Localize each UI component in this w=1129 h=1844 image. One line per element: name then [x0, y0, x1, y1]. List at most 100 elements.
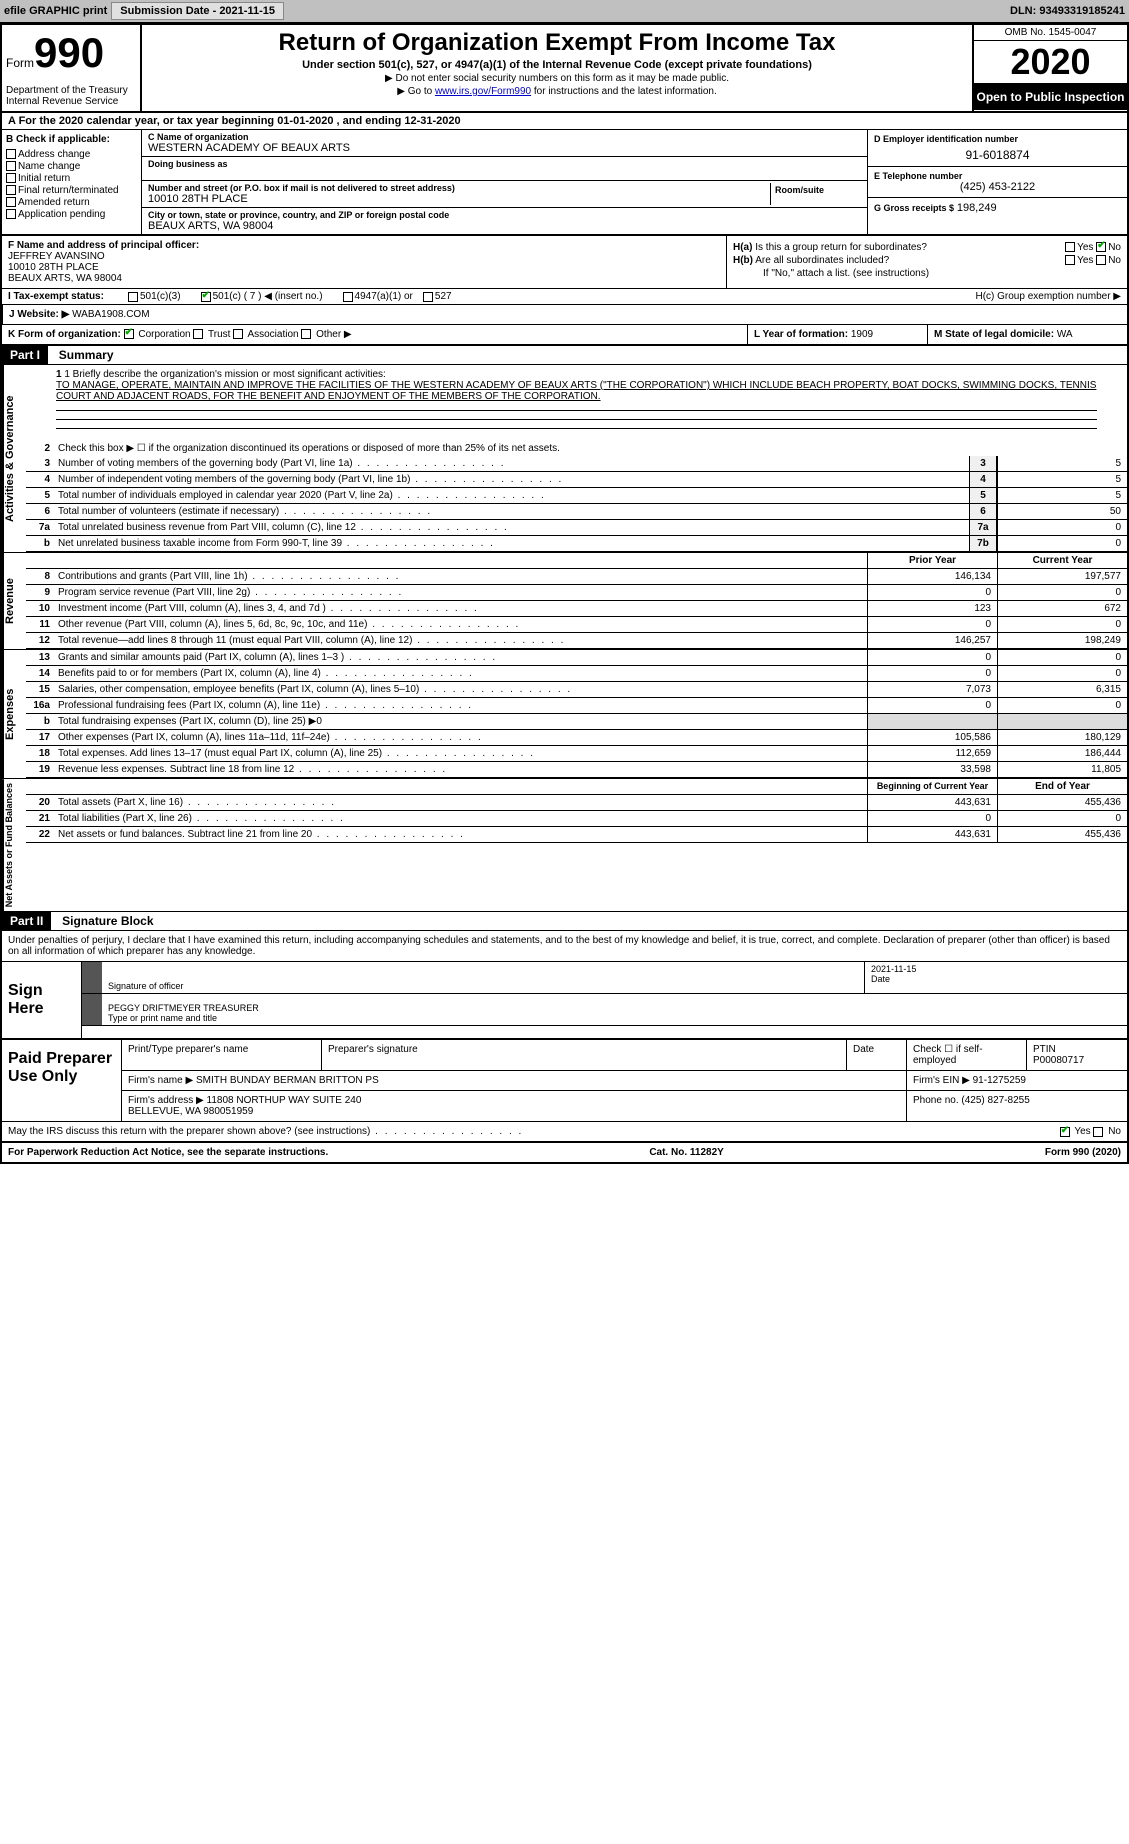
chk-discuss-no[interactable] [1093, 1127, 1103, 1137]
table-row: 20Total assets (Part X, line 16)443,6314… [26, 795, 1127, 811]
section-i: I Tax-exempt status: 501(c)(3) 501(c) ( … [2, 289, 1127, 305]
chk-application-pending[interactable]: Application pending [6, 209, 137, 220]
chk-name-change[interactable]: Name change [6, 161, 137, 172]
check-self-label: Check ☐ if self-employed [907, 1040, 1027, 1070]
section-b: B Check if applicable: Address change Na… [2, 130, 142, 234]
table-row: bTotal fundraising expenses (Part IX, co… [26, 714, 1127, 730]
table-row: 3Number of voting members of the governi… [26, 456, 1127, 472]
gross-label: G Gross receipts $ [874, 203, 954, 213]
form-prefix: Form [6, 56, 34, 70]
name-title-label: Type or print name and title [108, 1013, 1121, 1023]
side-governance: Activities & Governance [2, 365, 26, 552]
section-d-e-g: D Employer identification number 91-6018… [867, 130, 1127, 234]
goto-line: ▶ Go to www.irs.gov/Form990 for instruct… [150, 86, 964, 97]
paid-preparer-label: Paid Preparer Use Only [2, 1040, 122, 1121]
sign-here-label: Sign Here [2, 962, 82, 1038]
table-row: 15Salaries, other compensation, employee… [26, 682, 1127, 698]
page-footer: For Paperwork Reduction Act Notice, see … [2, 1142, 1127, 1162]
table-row: 17Other expenses (Part IX, column (A), l… [26, 730, 1127, 746]
prep-phone: (425) 827-8255 [961, 1095, 1029, 1106]
firm-name: SMITH BUNDAY BERMAN BRITTON PS [196, 1075, 379, 1086]
entity-section: B Check if applicable: Address change Na… [2, 130, 1127, 236]
chk-527[interactable] [423, 292, 433, 302]
city-label: City or town, state or province, country… [148, 210, 861, 220]
firm-addr-label: Firm's address ▶ [128, 1095, 204, 1106]
arrow-icon [82, 962, 102, 993]
chk-initial-return[interactable]: Initial return [6, 173, 137, 184]
ein-label: D Employer identification number [874, 134, 1121, 144]
part2-title: Signature Block [54, 912, 161, 930]
form-org-label: K Form of organization: [8, 329, 121, 340]
chk-trust[interactable] [193, 329, 203, 339]
goto-post: for instructions and the latest informat… [531, 86, 717, 97]
table-row: 14Benefits paid to or for members (Part … [26, 666, 1127, 682]
q1-label: 1 Briefly describe the organization's mi… [64, 369, 386, 380]
officer-label: F Name and address of principal officer: [8, 240, 720, 251]
phone-value: (425) 453-2122 [874, 181, 1121, 193]
org-name-label: C Name of organization [148, 132, 861, 142]
period-row: A For the 2020 calendar year, or tax yea… [2, 113, 1127, 130]
q2-text: Check this box ▶ ☐ if the organization d… [54, 441, 1127, 456]
chk-501c[interactable] [201, 292, 211, 302]
chk-501c3[interactable] [128, 292, 138, 302]
section-j: J Website: ▶ WABA1908.COM [2, 305, 1127, 325]
table-row: bNet unrelated business taxable income f… [26, 536, 1127, 552]
table-row: 21Total liabilities (Part X, line 26)00 [26, 811, 1127, 827]
chk-address-change[interactable]: Address change [6, 149, 137, 160]
website-value: WABA1908.COM [72, 309, 149, 320]
table-row: 8Contributions and grants (Part VIII, li… [26, 569, 1127, 585]
officer-name: JEFFREY AVANSINO [8, 251, 720, 262]
submission-date-button[interactable]: Submission Date - 2021-11-15 [111, 2, 284, 20]
year-formation-label: L Year of formation: [754, 329, 848, 340]
prior-year-hdr: Prior Year [867, 553, 997, 568]
table-row: 6Total number of volunteers (estimate if… [26, 504, 1127, 520]
chk-corp[interactable] [124, 329, 134, 339]
paid-preparer-row: Paid Preparer Use Only Print/Type prepar… [2, 1038, 1127, 1121]
section-h: H(a) Is this a group return for subordin… [727, 236, 1127, 288]
chk-discuss-yes[interactable] [1060, 1127, 1070, 1137]
dln-label: DLN: 93493319185241 [1010, 5, 1125, 17]
sign-here-row: Sign Here Signature of officer 2021-11-1… [2, 962, 1127, 1038]
form-title: Return of Organization Exempt From Incom… [150, 29, 964, 57]
end-year-hdr: End of Year [997, 779, 1127, 794]
sig-declaration: Under penalties of perjury, I declare th… [2, 931, 1127, 962]
ptin-value: P00080717 [1033, 1055, 1121, 1066]
table-row: 19Revenue less expenses. Subtract line 1… [26, 762, 1127, 778]
section-c: C Name of organization WESTERN ACADEMY O… [142, 130, 867, 234]
table-row: 7aTotal unrelated business revenue from … [26, 520, 1127, 536]
table-row: 11Other revenue (Part VIII, column (A), … [26, 617, 1127, 633]
section-k-l-m: K Form of organization: Corporation Trus… [2, 325, 1127, 346]
open-to-public: Open to Public Inspection [974, 84, 1127, 110]
table-row: 18Total expenses. Add lines 13–17 (must … [26, 746, 1127, 762]
section-f-h: F Name and address of principal officer:… [2, 236, 1127, 289]
firm-ein-label: Firm's EIN ▶ [913, 1075, 970, 1086]
chk-assoc[interactable] [233, 329, 243, 339]
hc-label: H(c) Group exemption number ▶ [975, 291, 1121, 302]
prep-phone-label: Phone no. [913, 1095, 959, 1106]
discuss-text: May the IRS discuss this return with the… [8, 1126, 370, 1137]
addr-value: 10010 28TH PLACE [148, 193, 770, 205]
dba-label: Doing business as [148, 159, 861, 169]
table-row: 22Net assets or fund balances. Subtract … [26, 827, 1127, 843]
ssn-warning: ▶ Do not enter social security numbers o… [150, 73, 964, 84]
form-number: Form990 [6, 29, 136, 77]
domicile-label: M State of legal domicile: [934, 329, 1054, 340]
officer-addr1: 10010 28TH PLACE [8, 262, 720, 273]
chk-other[interactable] [301, 329, 311, 339]
chk-4947[interactable] [343, 292, 353, 302]
chk-final-return[interactable]: Final return/terminated [6, 185, 137, 196]
hb-note: If "No," attach a list. (see instruction… [733, 268, 1121, 279]
irs-link[interactable]: www.irs.gov/Form990 [435, 86, 531, 97]
prep-date-label: Date [847, 1040, 907, 1070]
goto-pre: ▶ Go to [397, 86, 435, 97]
arrow-icon [82, 994, 102, 1025]
section-b-header: B Check if applicable: [6, 134, 137, 145]
paperwork-notice: For Paperwork Reduction Act Notice, see … [8, 1147, 328, 1158]
domicile: WA [1057, 329, 1073, 340]
discuss-row: May the IRS discuss this return with the… [2, 1121, 1127, 1142]
prep-sig-label: Preparer's signature [322, 1040, 847, 1070]
table-row: 13Grants and similar amounts paid (Part … [26, 650, 1127, 666]
dept-label: Department of the Treasury Internal Reve… [6, 85, 136, 107]
chk-amended[interactable]: Amended return [6, 197, 137, 208]
ein-value: 91-6018874 [874, 148, 1121, 162]
